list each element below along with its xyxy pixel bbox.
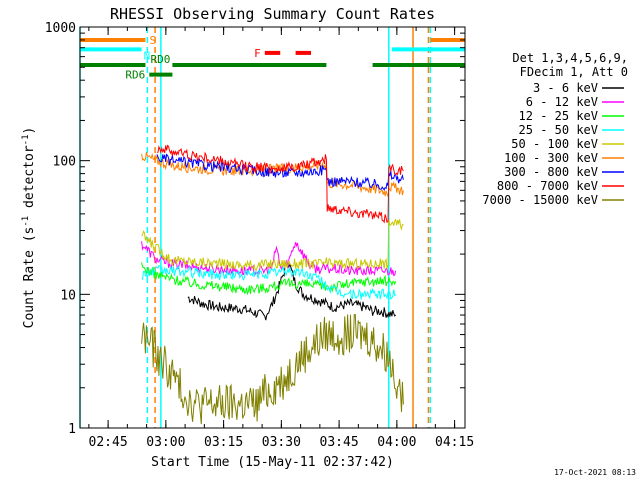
- legend-label-6: 300 - 800 keV: [504, 165, 598, 179]
- series-line-0: [187, 261, 397, 321]
- state-label-s: S: [149, 34, 156, 47]
- y-axis-label-ylabel_end: ): [22, 127, 37, 135]
- x-tick-label-1: 03:00: [146, 435, 185, 450]
- y-axis-label-ylabel_mid: detector: [22, 145, 37, 216]
- state-label-rd6: RD6: [125, 69, 145, 82]
- legend-label-0: 3 - 6 keV: [533, 81, 598, 95]
- y-axis-label-ylabel_sup2: -1: [21, 134, 31, 145]
- series-line-8: [141, 313, 404, 425]
- y-axis-label-ylabel_main: Count Rate (s: [22, 227, 37, 329]
- x-tick-label-4: 03:45: [320, 435, 359, 450]
- legend-label-4: 50 - 100 keV: [511, 137, 598, 151]
- series-line-4: [141, 218, 404, 272]
- x-tick-label-5: 04:00: [377, 435, 416, 450]
- series-line-3: [141, 264, 397, 301]
- legend-label-3: 25 - 50 keV: [519, 123, 598, 137]
- state-label-n: N: [144, 49, 151, 62]
- series-line-2: [141, 262, 397, 296]
- legend-header-1: FDecim 1, Att 0: [520, 65, 628, 79]
- legend-label-5: 100 - 300 keV: [504, 151, 598, 165]
- legend-label-8: 7000 - 15000 keV: [482, 193, 598, 207]
- series-line-7: [156, 144, 404, 224]
- series-line-5: [141, 151, 404, 199]
- x-axis-label: Start Time (15-May-11 02:37:42): [151, 455, 394, 470]
- y-tick-label-0: 1: [68, 422, 76, 437]
- y-tick-label-3: 1000: [45, 21, 76, 36]
- legend-label-7: 800 - 7000 keV: [497, 179, 598, 193]
- y-tick-label-2: 100: [53, 155, 76, 170]
- state-label-f: F: [254, 47, 261, 60]
- legend-header-0: Det 1,3,4,5,6,9,: [512, 51, 628, 65]
- plot-frame: [79, 26, 466, 429]
- state-label-rd0: RD0: [151, 53, 171, 66]
- x-tick-label-2: 03:15: [204, 435, 243, 450]
- y-tick-label-1: 10: [60, 288, 76, 303]
- legend-label-1: 6 - 12 keV: [526, 95, 598, 109]
- legend-label-2: 12 - 25 keV: [519, 109, 598, 123]
- x-tick-label-3: 03:30: [262, 435, 301, 450]
- footer-date: 17-Oct-2021 08:13: [554, 468, 636, 477]
- y-axis-label-ylabel_sup1: -1: [21, 216, 31, 227]
- chart-title: RHESSI Observing Summary Count Rates: [110, 5, 435, 23]
- x-tick-label-6: 04:15: [435, 435, 474, 450]
- x-tick-label-0: 02:45: [89, 435, 128, 450]
- y-axis-label: Count Rate (s-1 detector-1): [21, 127, 37, 329]
